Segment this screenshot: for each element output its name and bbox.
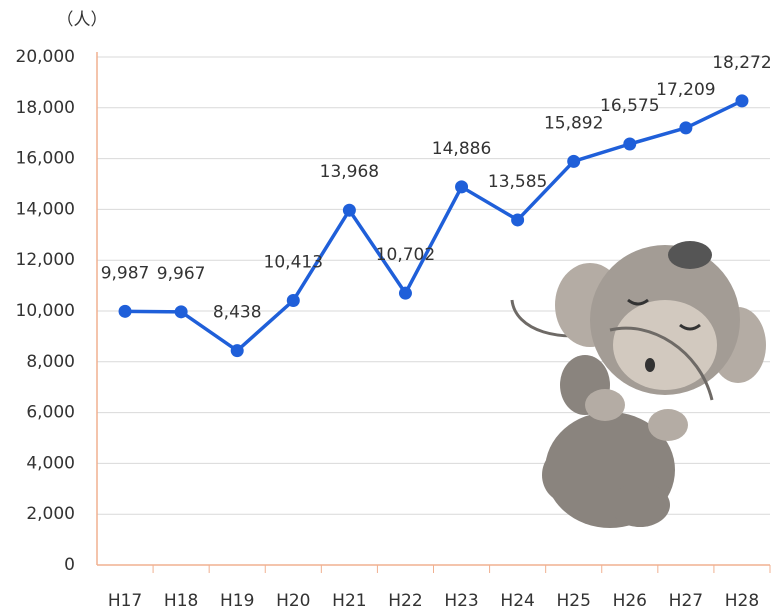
value-label: 15,892 <box>544 113 603 133</box>
value-label: 14,886 <box>432 139 491 159</box>
y-tick-label: 8,000 <box>26 352 75 372</box>
y-tick-label: 18,000 <box>16 98 75 118</box>
value-label: 10,413 <box>264 253 323 273</box>
x-tick-label: H25 <box>556 591 590 611</box>
x-tick-label: H26 <box>613 591 647 611</box>
x-tick-label: H22 <box>388 591 422 611</box>
data-point <box>231 344 244 357</box>
y-tick-label: 4,000 <box>26 453 75 473</box>
y-tick-label: 20,000 <box>16 47 75 67</box>
y-unit: （人） <box>57 10 108 30</box>
data-point <box>679 121 692 134</box>
data-point <box>399 287 412 300</box>
x-tick-label: H21 <box>332 591 366 611</box>
value-label: 16,575 <box>600 96 659 116</box>
value-label: 17,209 <box>656 80 715 100</box>
value-label: 13,585 <box>488 172 547 192</box>
y-tick-label: 12,000 <box>16 250 75 270</box>
x-tick-label: H23 <box>444 591 478 611</box>
data-point <box>623 137 636 150</box>
data-point <box>175 305 188 318</box>
x-tick-label: H18 <box>164 591 198 611</box>
x-tick-label: H24 <box>500 591 534 611</box>
value-label: 9,967 <box>157 264 206 284</box>
data-point <box>511 213 524 226</box>
data-point <box>343 204 356 217</box>
illustration <box>512 241 766 528</box>
value-label: 18,272 <box>712 53 771 73</box>
value-label: 8,438 <box>213 303 262 323</box>
value-label: 10,702 <box>376 245 435 265</box>
x-tick-label: H19 <box>220 591 254 611</box>
data-point <box>119 305 132 318</box>
y-tick-label: 2,000 <box>26 504 75 524</box>
value-label: 13,968 <box>320 162 379 182</box>
chart: （人） 0 2,000 4,000 6,000 8,000 10,000 12,000 14,… <box>0 0 773 613</box>
x-tick-label: H20 <box>276 591 310 611</box>
data-point <box>735 94 748 107</box>
data-point <box>287 294 300 307</box>
y-tick-label: 6,000 <box>26 403 75 423</box>
y-tick-label: 10,000 <box>16 301 75 321</box>
y-tick-label: 16,000 <box>16 149 75 169</box>
data-point <box>567 155 580 168</box>
x-tick-label: H27 <box>669 591 703 611</box>
value-label: 9,987 <box>101 263 150 283</box>
x-tick-label: H17 <box>108 591 142 611</box>
y-tick-label: 14,000 <box>16 199 75 219</box>
y-tick-label: 0 <box>64 555 75 575</box>
data-point <box>455 180 468 193</box>
x-tick-label: H28 <box>725 591 759 611</box>
